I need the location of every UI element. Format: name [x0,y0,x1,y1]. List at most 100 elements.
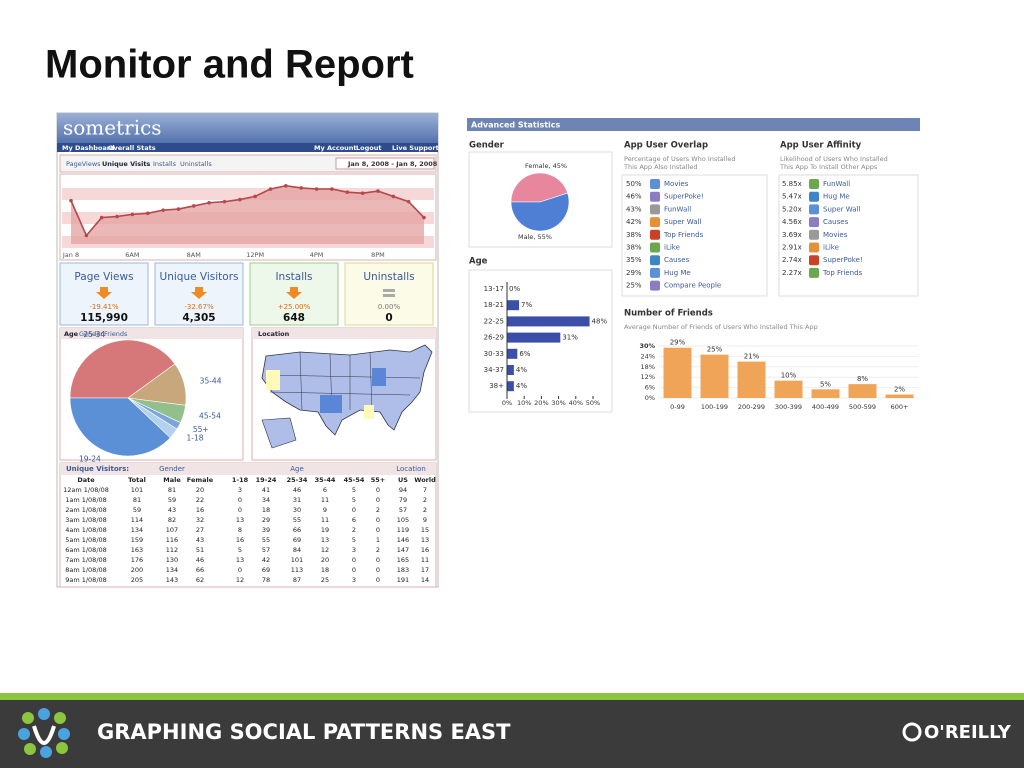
app-icon [650,204,660,215]
traffic-point [299,186,304,190]
table-cell: 191 [397,576,409,584]
app-icon [809,179,819,189]
value-label: 4% [516,382,527,390]
table-cell: 31 [293,496,301,504]
table-cell: 5 [352,536,356,544]
table-cell: 55 [293,516,301,524]
table-cell: 9am 1/08/08 [65,576,107,584]
table-cell: 3 [352,576,356,584]
table-cell: 19 [321,526,329,534]
stat-value: 4,305 [182,312,215,324]
table-cell: 0 [352,566,356,574]
x-tick-label: 0% [502,399,512,407]
table-cell: 43 [168,506,176,514]
table-header: 25-34 [287,476,308,484]
table-header: US [398,476,408,484]
table-cell: 6 [352,516,356,524]
table-cell: 43 [196,536,204,544]
table-cell: 101 [131,486,143,494]
table-cell: 13 [421,536,429,544]
list-app: Top Friends [822,269,863,277]
table-header: Date [77,476,95,484]
table-cell: 2 [352,526,356,534]
table-head [60,463,436,475]
bar [507,348,518,359]
table-cell: 16 [421,546,429,554]
x-tick-label: 20% [534,399,548,407]
table-cell: 0 [352,556,356,564]
section-subtitle: This App Also Installed [623,163,698,171]
y-tick-label: 24% [641,352,655,360]
pie-label: 55+ [193,425,209,434]
footer-logo [18,708,70,758]
table-cell: 12 [321,546,329,554]
publisher: O'REILLY [924,722,1012,743]
list-app: iLike [664,244,680,252]
app-icon [809,191,819,202]
x-tick-label: 0-99 [670,403,685,411]
list-value: 50% [626,180,642,188]
list-value: 35% [626,256,642,264]
table-cell: 113 [291,566,303,574]
table-cell: 78 [262,576,270,584]
tab: Installs [153,160,177,168]
table-cell: 55 [262,536,270,544]
table-cell: 87 [293,576,301,584]
app-icon [809,267,819,278]
table-cell: 165 [397,556,409,564]
value-label: 2% [894,386,905,394]
table-cell: 5 [238,546,242,554]
slide-title: Monitor and Report [45,43,414,87]
y-tick-label: 13-17 [484,285,504,293]
nav-link: Live Support [392,144,439,152]
value-label: 4% [516,366,527,374]
table-cell: 4am 1/08/08 [65,526,107,534]
traffic-point [238,197,242,202]
app-icon [809,229,819,240]
list-value: 38% [626,231,642,239]
table-cell: 8 [238,526,242,534]
value-label: 8% [857,375,868,383]
y-tick-label: 6% [645,384,655,392]
traffic-point [284,184,288,188]
section-title: Gender [469,141,505,151]
x-tick-label: 10% [517,399,531,407]
value-label: 7% [521,301,532,309]
table-cell: 66 [196,566,204,574]
table-group: Age [290,465,304,473]
app-icon [650,217,660,228]
list-app: Movies [664,180,689,188]
table-header: 55+ [371,476,386,484]
y-tick-label: 30-33 [484,350,504,358]
section-subtitle: Percentage of Users Who Installed [624,155,736,163]
x-tick-label: 50% [586,399,600,407]
list-app: Hug Me [823,193,850,201]
table-cell: 18 [262,506,270,514]
section-title: App User Overlap [624,141,708,151]
table-cell: 57 [262,546,270,554]
stat-change: -19.41% [89,303,119,311]
stat-change: 0.00% [378,303,401,311]
traffic-point [314,187,319,191]
table-cell: 0 [376,526,380,534]
overlap-box [621,174,768,297]
table-cell: 130 [166,556,178,564]
value-label: 29% [670,339,686,347]
list-app: Super Wall [823,205,860,213]
bar [507,316,590,327]
list-value: 5.85x [782,180,802,188]
x-tick-label: 200-299 [738,403,765,411]
tab: Uninstalls [180,160,212,168]
traffic-point [422,215,426,220]
traffic-point [207,200,211,205]
pie-label: Female, 45% [525,162,567,170]
table-cell: 147 [397,546,409,554]
list-value: 3.69x [782,231,802,239]
pie-slice [510,172,568,203]
table-cell: 116 [166,536,178,544]
traffic-point [145,211,150,216]
table-cell: 14 [421,576,429,584]
table-cell: 30 [293,506,301,514]
x-tick-label: 8AM [187,251,201,259]
table-cell: 7 [423,486,427,494]
